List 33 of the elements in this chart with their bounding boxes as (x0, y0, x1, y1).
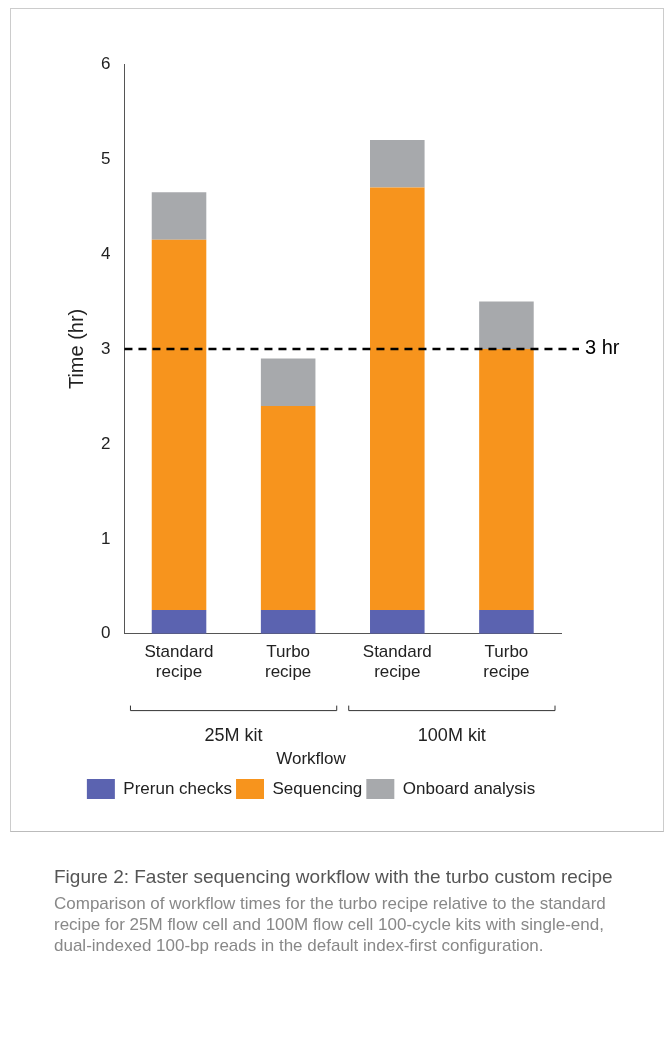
text: Figure 2: Faster sequencing workflow with the turbo custom recipe (54, 865, 614, 889)
legend-title: Workflow (276, 748, 347, 768)
bar (370, 139, 425, 188)
bar (260, 405, 316, 611)
ref-line-label: 3 hr (585, 336, 620, 359)
bar (151, 610, 207, 634)
bar (151, 239, 207, 611)
bar (370, 187, 425, 611)
text: Comparison of workflow times for the turbo recipe relative to the standard recipe for 25M flow cell and 100M flow cell 100-cycle kits with single-end, dual-indexed 100-bp reads in the default index-first configuration. (54, 893, 607, 956)
y-tick-label: 6 (100, 53, 111, 73)
bar (479, 301, 534, 349)
x-tick-label: Turbo recipe (265, 641, 312, 682)
legend-label: Onboard analysis (402, 778, 536, 798)
legend-label: Sequencing (272, 778, 363, 798)
bar (260, 610, 316, 634)
bar (479, 610, 534, 634)
bar (479, 348, 534, 611)
text: 100M kit (417, 724, 486, 745)
y-axis-title: Time (hr) (64, 308, 87, 390)
bar (260, 358, 316, 406)
legend-label: Prerun checks (123, 778, 233, 798)
y-tick-label: 1 (100, 528, 111, 548)
x-tick-label: Turbo recipe (483, 641, 530, 682)
y-tick-label: 3 (100, 338, 111, 358)
y-tick-label: 4 (100, 243, 111, 263)
bar (151, 192, 207, 240)
x-tick-label: Standard recipe (144, 641, 214, 682)
y-tick-label: 2 (100, 433, 111, 453)
x-tick-label: Standard recipe (362, 641, 432, 682)
bar (370, 610, 425, 634)
y-tick-label: 0 (100, 623, 111, 643)
text: 25M kit (204, 724, 263, 745)
y-tick-label: 5 (100, 148, 111, 168)
